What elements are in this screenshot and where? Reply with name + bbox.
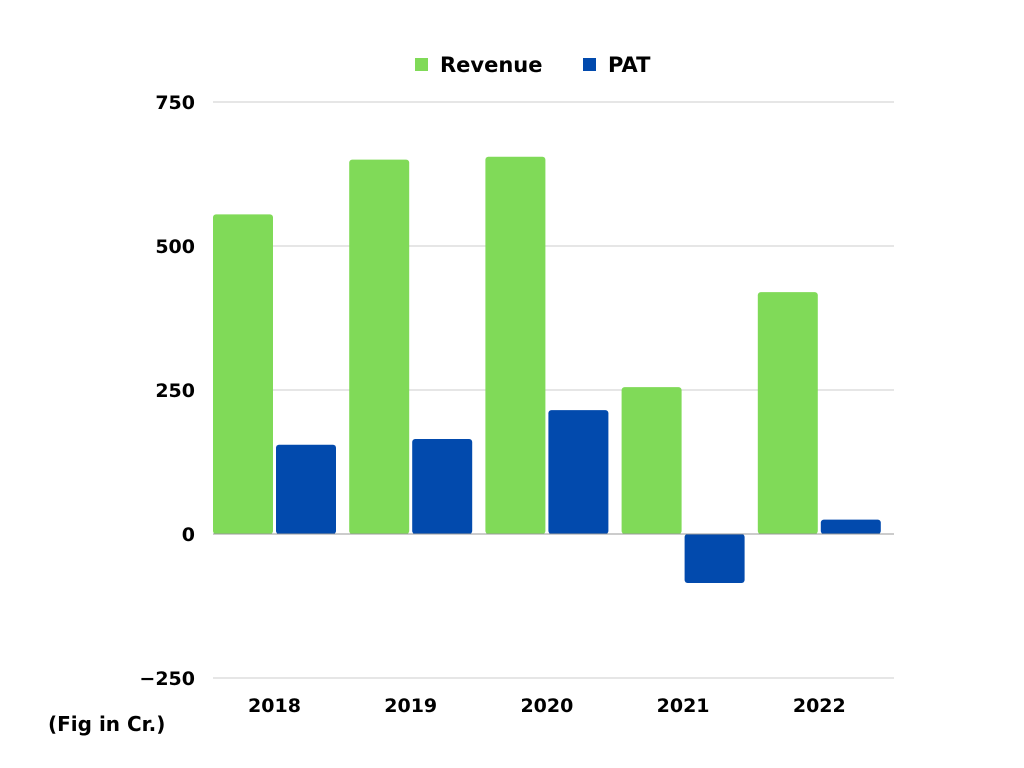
figure-unit-note: (Fig in Cr.) [48,712,166,736]
y-tick-label: 250 [155,380,195,402]
x-tick-label: 2022 [793,695,846,717]
bar-pat-2020 [548,410,609,534]
legend-label-revenue: Revenue [440,53,543,77]
legend-swatch-revenue [415,58,428,71]
y-tick-label: 500 [155,236,195,258]
legend-swatch-pat [583,58,596,71]
bar-revenue-2018 [213,214,273,534]
x-tick-label: 2018 [248,695,301,717]
x-tick-label: 2019 [384,695,437,717]
bar-revenue-2022 [757,292,818,534]
y-tick-label: 750 [155,92,195,114]
axis-labels: −250 0 250 500 750 2018 2019 2020 2021 2022 [139,92,894,717]
legend-label-pat: PAT [608,53,651,77]
y-tick-label: −250 [139,668,195,690]
legend: Revenue PAT [415,53,651,77]
bar-pat-2018 [276,444,336,534]
bar-pat-2021 [684,534,745,583]
bar-pat-2022 [820,519,881,534]
bar-revenue-2019 [349,159,410,534]
x-tick-label: 2021 [657,695,710,717]
bars [213,156,881,583]
bar-revenue-2021 [621,387,682,534]
bar-pat-2019 [412,438,473,534]
y-tick-label: 0 [182,524,195,546]
bar-revenue-2020 [485,156,546,534]
x-tick-label: 2020 [520,695,573,717]
